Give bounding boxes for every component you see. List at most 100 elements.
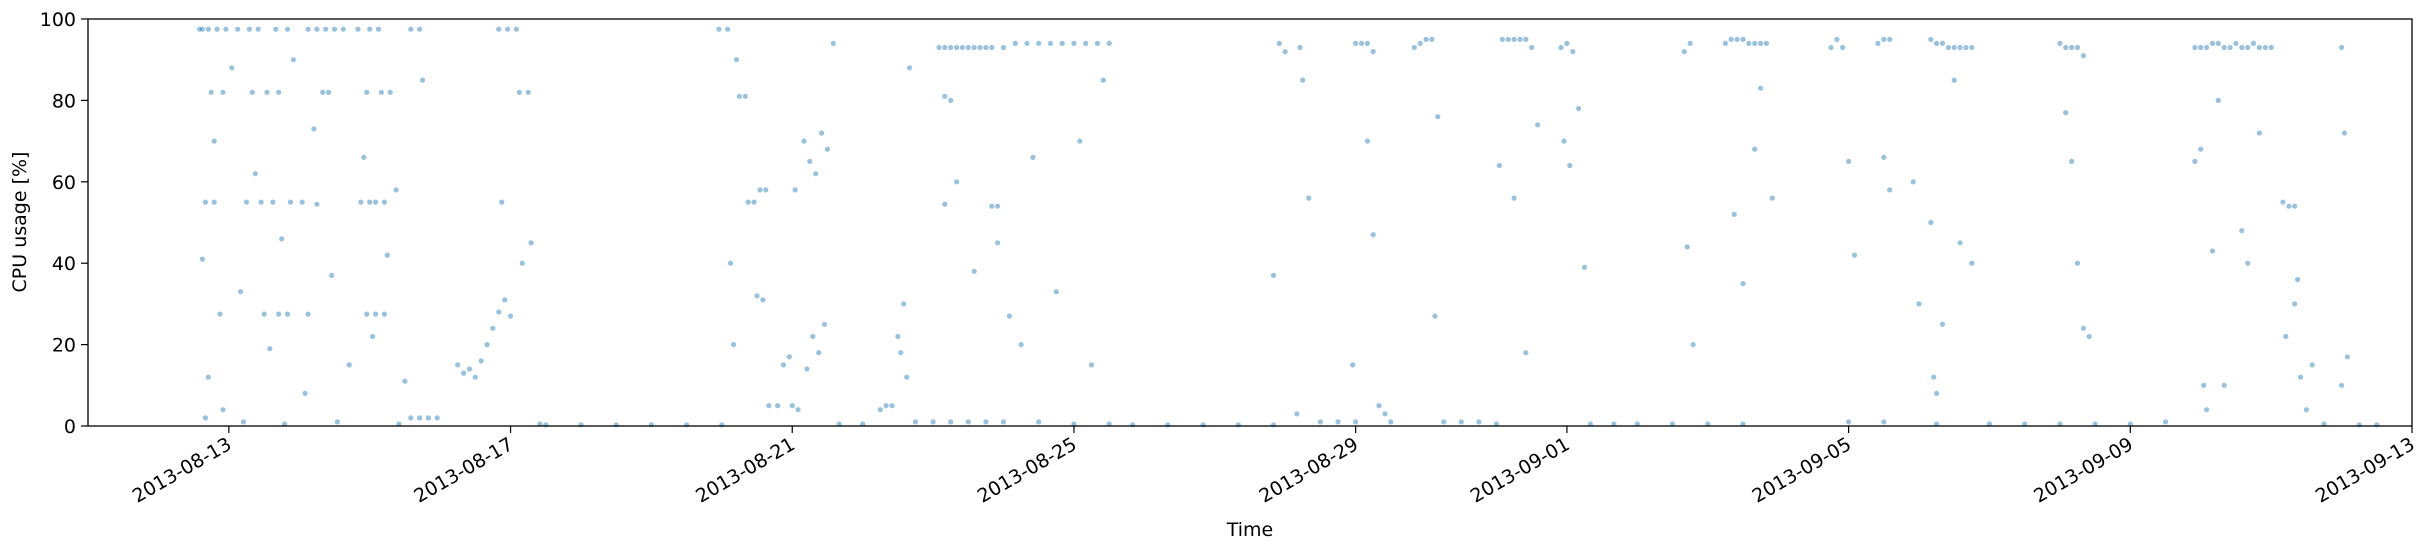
data-point — [2069, 44, 2075, 51]
data-point — [2080, 53, 2086, 59]
data-point — [1567, 162, 1573, 169]
y-tick-label: 0 — [64, 416, 76, 438]
data-point — [1875, 40, 1881, 47]
data-point — [766, 403, 772, 409]
data-point — [417, 26, 423, 32]
y-tick-label: 80 — [52, 90, 76, 112]
data-point — [1106, 421, 1112, 427]
data-point — [819, 130, 825, 136]
data-point — [2074, 44, 2081, 51]
data-point — [205, 374, 211, 380]
data-point — [2204, 407, 2210, 413]
data-point — [1030, 154, 1036, 160]
data-point — [801, 138, 807, 144]
data-point — [537, 421, 543, 427]
data-point — [1047, 40, 1054, 47]
data-point — [1581, 264, 1588, 270]
data-point — [220, 89, 226, 95]
data-point — [836, 421, 842, 427]
data-point — [810, 333, 816, 340]
data-point — [1934, 40, 1940, 47]
data-point — [904, 374, 910, 380]
data-point — [971, 268, 977, 274]
data-point — [971, 44, 977, 51]
data-point — [930, 419, 936, 425]
data-point — [1740, 36, 1746, 43]
data-point — [728, 260, 734, 266]
data-point — [425, 415, 431, 421]
data-point — [2162, 419, 2169, 425]
data-point — [240, 419, 247, 425]
data-point — [223, 26, 229, 32]
scatter-points — [196, 26, 2380, 428]
data-point — [754, 293, 760, 299]
data-point — [2192, 44, 2198, 51]
data-point — [1881, 419, 1887, 425]
data-point — [1106, 40, 1112, 47]
data-point — [2292, 301, 2298, 307]
data-point — [1576, 105, 1582, 112]
data-point — [2198, 146, 2204, 152]
data-point — [965, 44, 971, 51]
data-point — [261, 311, 267, 317]
data-point — [305, 26, 311, 32]
data-point — [1370, 232, 1376, 238]
data-point — [1887, 187, 1893, 193]
data-point — [314, 201, 320, 207]
data-point — [264, 89, 270, 95]
data-point — [1887, 36, 1893, 43]
data-point — [1722, 40, 1728, 47]
data-point — [983, 44, 989, 51]
data-point — [402, 378, 408, 384]
data-point — [1370, 49, 1376, 55]
data-point — [214, 26, 220, 32]
data-point — [1364, 138, 1370, 144]
data-point — [519, 260, 525, 266]
data-point — [731, 342, 737, 348]
data-point — [898, 350, 904, 356]
data-point — [211, 138, 217, 144]
data-point — [1423, 36, 1429, 43]
data-point — [205, 26, 211, 32]
data-point — [2204, 44, 2210, 51]
data-point — [1358, 40, 1365, 47]
data-point — [1684, 244, 1690, 250]
data-point — [2339, 382, 2345, 388]
data-point — [1687, 40, 1693, 47]
data-point — [1306, 195, 1312, 201]
data-point — [1000, 44, 1007, 51]
data-point — [2074, 260, 2081, 266]
data-point — [238, 289, 244, 295]
data-point — [1024, 40, 1030, 47]
data-point — [375, 26, 382, 32]
data-point — [496, 309, 502, 315]
data-point — [763, 187, 769, 193]
data-point — [860, 421, 866, 427]
data-point — [284, 311, 291, 317]
data-point — [1881, 154, 1887, 160]
data-point — [725, 26, 731, 32]
data-point — [883, 403, 889, 409]
data-point — [282, 421, 288, 427]
data-point — [202, 415, 208, 421]
data-point — [1429, 36, 1435, 43]
data-point — [1511, 195, 1517, 201]
y-tick-label: 40 — [52, 253, 76, 275]
data-point — [775, 403, 781, 409]
data-point — [1071, 421, 1077, 427]
data-point — [1928, 219, 1934, 226]
data-point — [1731, 211, 1737, 217]
data-point — [2280, 199, 2286, 205]
data-point — [408, 26, 414, 32]
data-point — [235, 26, 241, 32]
data-point — [989, 44, 995, 51]
data-point — [2221, 44, 2227, 51]
data-point — [1435, 114, 1441, 120]
data-point — [1088, 362, 1095, 368]
data-point — [733, 57, 740, 63]
data-point — [2295, 276, 2301, 283]
data-point — [393, 187, 399, 193]
data-point — [287, 199, 294, 205]
data-point — [229, 65, 235, 71]
data-point — [1758, 40, 1764, 47]
